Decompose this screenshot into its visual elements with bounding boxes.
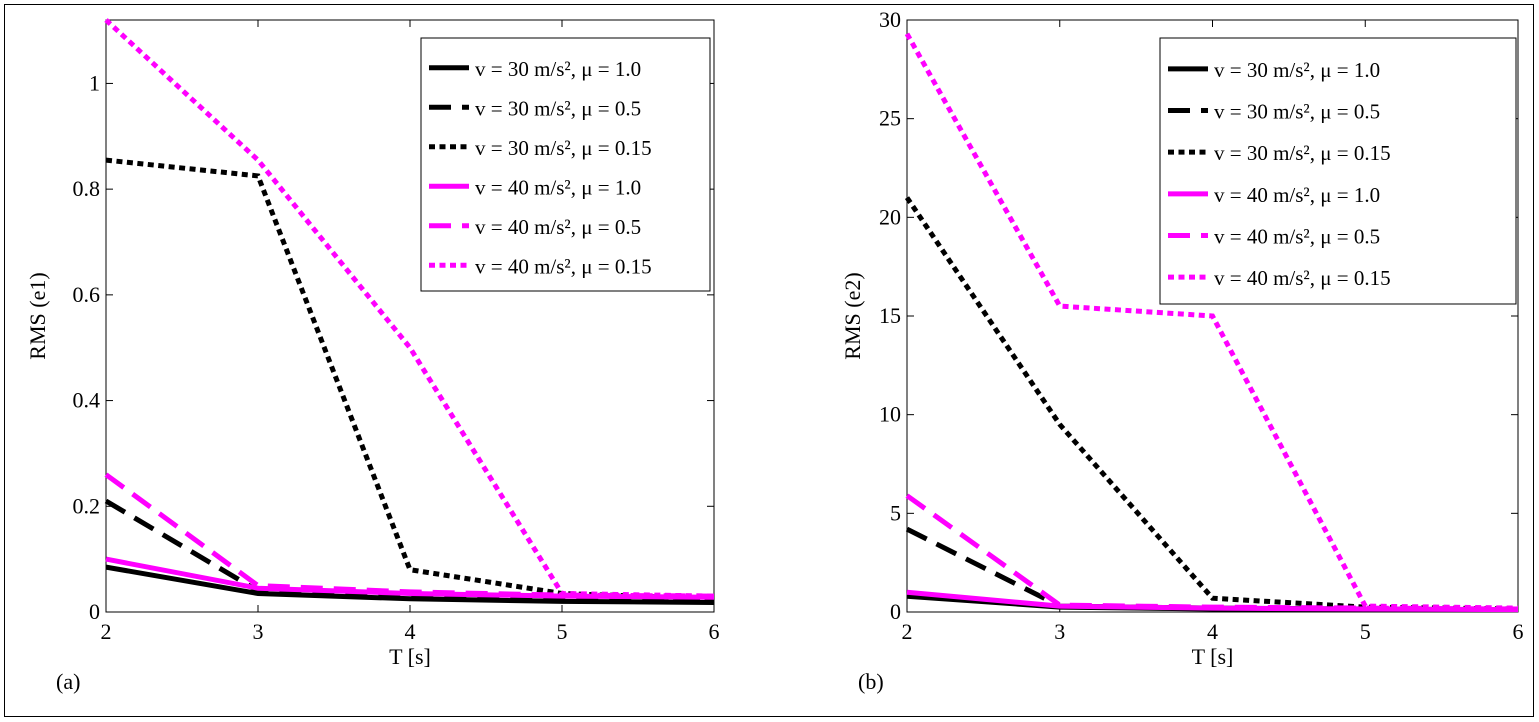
legend-label-6: v = 40 m/s², μ = 0.15 <box>475 254 652 278</box>
legend-label-5: v = 40 m/s², μ = 0.5 <box>475 215 641 239</box>
x-tick-label: 4 <box>1207 619 1218 644</box>
legend-box <box>1159 37 1517 305</box>
y-tick-label: 10 <box>879 402 901 427</box>
legend-box <box>420 37 711 292</box>
y-tick-label: 0.8 <box>73 176 101 201</box>
legend-label-4: v = 40 m/s², μ = 1.0 <box>475 175 641 199</box>
x-tick-label: 5 <box>1360 619 1371 644</box>
y-tick-label: 25 <box>879 106 901 131</box>
series-line-6 <box>104 18 715 599</box>
x-tick-label: 6 <box>1513 619 1524 644</box>
y-tick-label: 20 <box>879 204 901 229</box>
y-tick-label: 0.2 <box>73 493 101 518</box>
x-tick-label: 2 <box>902 619 913 644</box>
legend-label-3: v = 30 m/s², μ = 0.15 <box>475 136 652 160</box>
y-axis-label: RMS (e2) <box>840 272 865 359</box>
legend: v = 30 m/s², μ = 1.0 v = 30 m/s², μ = 0.5… <box>420 37 711 292</box>
panel-label: (b) <box>858 669 884 694</box>
series-line-5 <box>905 493 1519 612</box>
legend-label-1: v = 30 m/s², μ = 1.0 <box>475 57 641 81</box>
x-tick-label: 3 <box>1054 619 1065 644</box>
x-tick-label: 3 <box>253 619 264 644</box>
series-line-6 <box>904 32 1519 611</box>
y-axis-label: RMS (e1) <box>25 272 50 359</box>
series-line-2 <box>905 526 1519 613</box>
y-tick-label: 30 <box>879 7 901 32</box>
x-axis-label: T [s] <box>389 644 431 669</box>
y-tick-label: 0.6 <box>73 282 101 307</box>
x-tick-label: 2 <box>101 619 112 644</box>
x-tick-label: 4 <box>405 619 416 644</box>
y-tick-label: 0 <box>89 599 100 624</box>
y-tick-label: 0.4 <box>73 388 101 413</box>
legend-label-5: v = 40 m/s², μ = 0.5 <box>1214 225 1380 249</box>
y-tick-label: 15 <box>879 303 901 328</box>
legend-label-6: v = 40 m/s², μ = 0.15 <box>1214 266 1391 290</box>
legend-label-3: v = 30 m/s², μ = 0.15 <box>1214 141 1391 165</box>
x-tick-label: 5 <box>557 619 568 644</box>
legend-label-2: v = 30 m/s², μ = 0.5 <box>1214 100 1380 124</box>
legend-label-4: v = 40 m/s², μ = 1.0 <box>1214 183 1380 207</box>
y-tick-label: 5 <box>890 500 901 525</box>
legend-label-2: v = 30 m/s², μ = 0.5 <box>475 96 641 120</box>
y-tick-label: 0 <box>890 599 901 624</box>
panel-label: (a) <box>56 669 80 694</box>
x-tick-label: 6 <box>709 619 720 644</box>
chart-b: 2 3 4 5 6 0 5 10 15 20 25 30 T [s] RMS (e2) (b) v = 30 … <box>840 7 1524 694</box>
series-line-2 <box>104 498 715 603</box>
figure-frame <box>4 4 1534 717</box>
legend-label-1: v = 30 m/s², μ = 1.0 <box>1214 58 1380 82</box>
legend: v = 30 m/s², μ = 1.0 v = 30 m/s², μ = 0.5… <box>1159 37 1517 305</box>
chart-a: 2 3 4 5 6 0 0.2 0.4 0.6 0.8 1 T [s] RMS (e1) (a) v = 3… <box>25 18 720 694</box>
x-axis-label: T [s] <box>1192 644 1234 669</box>
y-tick-label: 1 <box>89 70 100 95</box>
